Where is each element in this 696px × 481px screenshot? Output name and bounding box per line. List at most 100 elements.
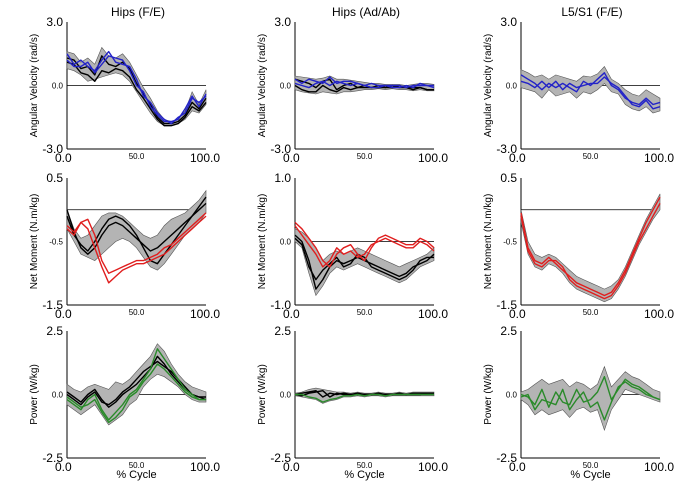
series-r0c2-1 bbox=[520, 76, 661, 110]
xtick-mid-r2c1: 50.0 bbox=[357, 461, 373, 470]
ylabel-r2c1: Power (W/kg) bbox=[257, 364, 268, 425]
xtick-start-r2c1: 0.0 bbox=[283, 460, 300, 474]
series-r1c0-3 bbox=[66, 215, 207, 284]
ytick-bottom-r1c2: -1.5 bbox=[496, 298, 517, 312]
ytick-top-r1c2: 0.5 bbox=[500, 171, 517, 185]
xtick-end-r2c2: 100.0 bbox=[644, 460, 674, 474]
ytick-mid-r2c2: 0.0 bbox=[506, 391, 518, 400]
ylabel-r0c1: Angular Velocity (rad/s) bbox=[257, 34, 268, 137]
ytick-mid-r2c0: 0.0 bbox=[52, 391, 64, 400]
column-title-l5s1-fe: L5/S1 (F/E) bbox=[561, 5, 622, 19]
ytick-bottom-r0c2: -3.0 bbox=[496, 142, 517, 156]
band-r0c2 bbox=[520, 65, 661, 114]
series-r1c2-1 bbox=[520, 203, 661, 300]
column-titles: Hips (F/E) Hips (Ad/Ab) L5/S1 (F/E) bbox=[111, 5, 623, 19]
xtick-mid-r1c2: 50.0 bbox=[583, 308, 599, 317]
xtick-mid-r1c1: 50.0 bbox=[357, 308, 373, 317]
band-r1c1 bbox=[294, 228, 435, 297]
series-r2c0-0 bbox=[66, 360, 207, 406]
xtick-end-r0c2: 100.0 bbox=[644, 151, 674, 165]
xtick-end-r1c0: 100.0 bbox=[190, 307, 220, 321]
ytick-mid-r2c1: 0.0 bbox=[280, 391, 292, 400]
column-title-hips-adab: Hips (Ad/Ab) bbox=[332, 5, 400, 19]
xtick-start-r0c0: 0.0 bbox=[55, 151, 72, 165]
series-r0c1-3 bbox=[294, 80, 435, 89]
panel-r1c0: 0.5 -0.5 -1.50.0 50.0 100.0 Net Moment (N.m/k… bbox=[29, 171, 220, 321]
ytick-bottom-r1c0: -1.5 bbox=[42, 298, 63, 312]
series-r1c1-2 bbox=[294, 221, 435, 268]
xlabel-r2c2: % Cycle bbox=[570, 469, 610, 481]
series-r2c1-2 bbox=[295, 393, 434, 403]
xtick-mid-r0c2: 50.0 bbox=[583, 152, 599, 161]
ytick-mid-r0c1: 0.0 bbox=[280, 82, 292, 91]
panel-r1c2: 0.5 -0.5 -1.50.0 50.0 100.0 Net Moment (N.m/k… bbox=[483, 171, 674, 321]
xtick-mid-r0c0: 50.0 bbox=[129, 152, 145, 161]
ytick-top-r1c0: 0.5 bbox=[46, 171, 63, 185]
band-r2c2 bbox=[520, 365, 661, 432]
series-r1c2-0 bbox=[520, 196, 661, 297]
xtick-start-r2c0: 0.0 bbox=[55, 460, 72, 474]
xlabel-r2c0: % Cycle bbox=[116, 469, 156, 481]
ytick-bottom-r0c1: -3.0 bbox=[270, 142, 291, 156]
xtick-start-r0c2: 0.0 bbox=[509, 151, 526, 165]
ytick-bottom-r2c1: -2.5 bbox=[270, 451, 291, 465]
ytick-top-r0c1: 3.0 bbox=[274, 15, 291, 29]
series-r0c0-1 bbox=[66, 61, 207, 127]
ytick-bottom-r1c1: -1.0 bbox=[270, 298, 291, 312]
series-r1c0-2 bbox=[66, 212, 207, 274]
xtick-mid-r1c0: 50.0 bbox=[129, 308, 145, 317]
xtick-start-r0c1: 0.0 bbox=[283, 151, 300, 165]
series-r0c2-0 bbox=[520, 72, 661, 106]
xtick-start-r1c1: 0.0 bbox=[283, 307, 300, 321]
series-r0c0-2 bbox=[66, 50, 207, 125]
series-r2c2-1 bbox=[520, 381, 661, 421]
ytick-bottom-r0c0: -3.0 bbox=[42, 142, 63, 156]
series-r0c0-3 bbox=[66, 55, 207, 123]
series-r2c0-3 bbox=[66, 363, 206, 424]
xtick-end-r0c1: 100.0 bbox=[418, 151, 448, 165]
xtick-mid-r0c1: 50.0 bbox=[357, 152, 373, 161]
xtick-start-r1c0: 0.0 bbox=[55, 307, 72, 321]
series-r1c1-1 bbox=[294, 237, 434, 281]
ytick-top-r2c1: 2.5 bbox=[274, 324, 291, 338]
xtick-end-r2c1: 100.0 bbox=[418, 460, 448, 474]
ylabel-r2c2: Power (W/kg) bbox=[483, 364, 494, 425]
ylabel-r1c0: Net Moment (N.m/kg) bbox=[29, 194, 40, 290]
series-r0c1-1 bbox=[294, 84, 434, 93]
series-r1c0-0 bbox=[66, 202, 207, 255]
series-r1c0-1 bbox=[66, 196, 207, 265]
xtick-start-r1c2: 0.0 bbox=[509, 307, 526, 321]
ylabel-r1c1: Net Moment (N.m/kg) bbox=[257, 194, 268, 290]
xtick-end-r1c2: 100.0 bbox=[644, 307, 674, 321]
xtick-end-r2c0: 100.0 bbox=[190, 460, 220, 474]
series-r1c1-3 bbox=[294, 225, 435, 268]
ytick-bottom-r2c0: -2.5 bbox=[42, 451, 63, 465]
ytick-top-r0c2: 3.0 bbox=[500, 15, 517, 29]
xtick-end-r0c0: 100.0 bbox=[190, 151, 220, 165]
ytick-mid-r1c1: 0.0 bbox=[280, 238, 292, 247]
series-r2c0-2 bbox=[66, 348, 206, 421]
xtick-start-r2c2: 0.0 bbox=[509, 460, 526, 474]
series-r2c2-0 bbox=[520, 376, 661, 408]
series-r0c0-0 bbox=[66, 55, 207, 125]
column-title-hips-fe: Hips (F/E) bbox=[111, 5, 165, 19]
xtick-end-r1c1: 100.0 bbox=[418, 307, 448, 321]
ytick-top-r1c1: 1.0 bbox=[274, 171, 291, 185]
ytick-mid-r1c2: -0.5 bbox=[503, 238, 517, 247]
xtick-mid-r2c2: 50.0 bbox=[583, 461, 599, 470]
ylabel-r1c2: Net Moment (N.m/kg) bbox=[483, 194, 494, 290]
ytick-top-r2c2: 2.5 bbox=[500, 324, 517, 338]
ytick-mid-r0c2: 0.0 bbox=[506, 82, 518, 91]
ytick-top-r0c0: 3.0 bbox=[46, 15, 63, 29]
ytick-top-r2c0: 2.5 bbox=[46, 324, 63, 338]
ytick-mid-r0c0: 0.0 bbox=[52, 82, 64, 91]
